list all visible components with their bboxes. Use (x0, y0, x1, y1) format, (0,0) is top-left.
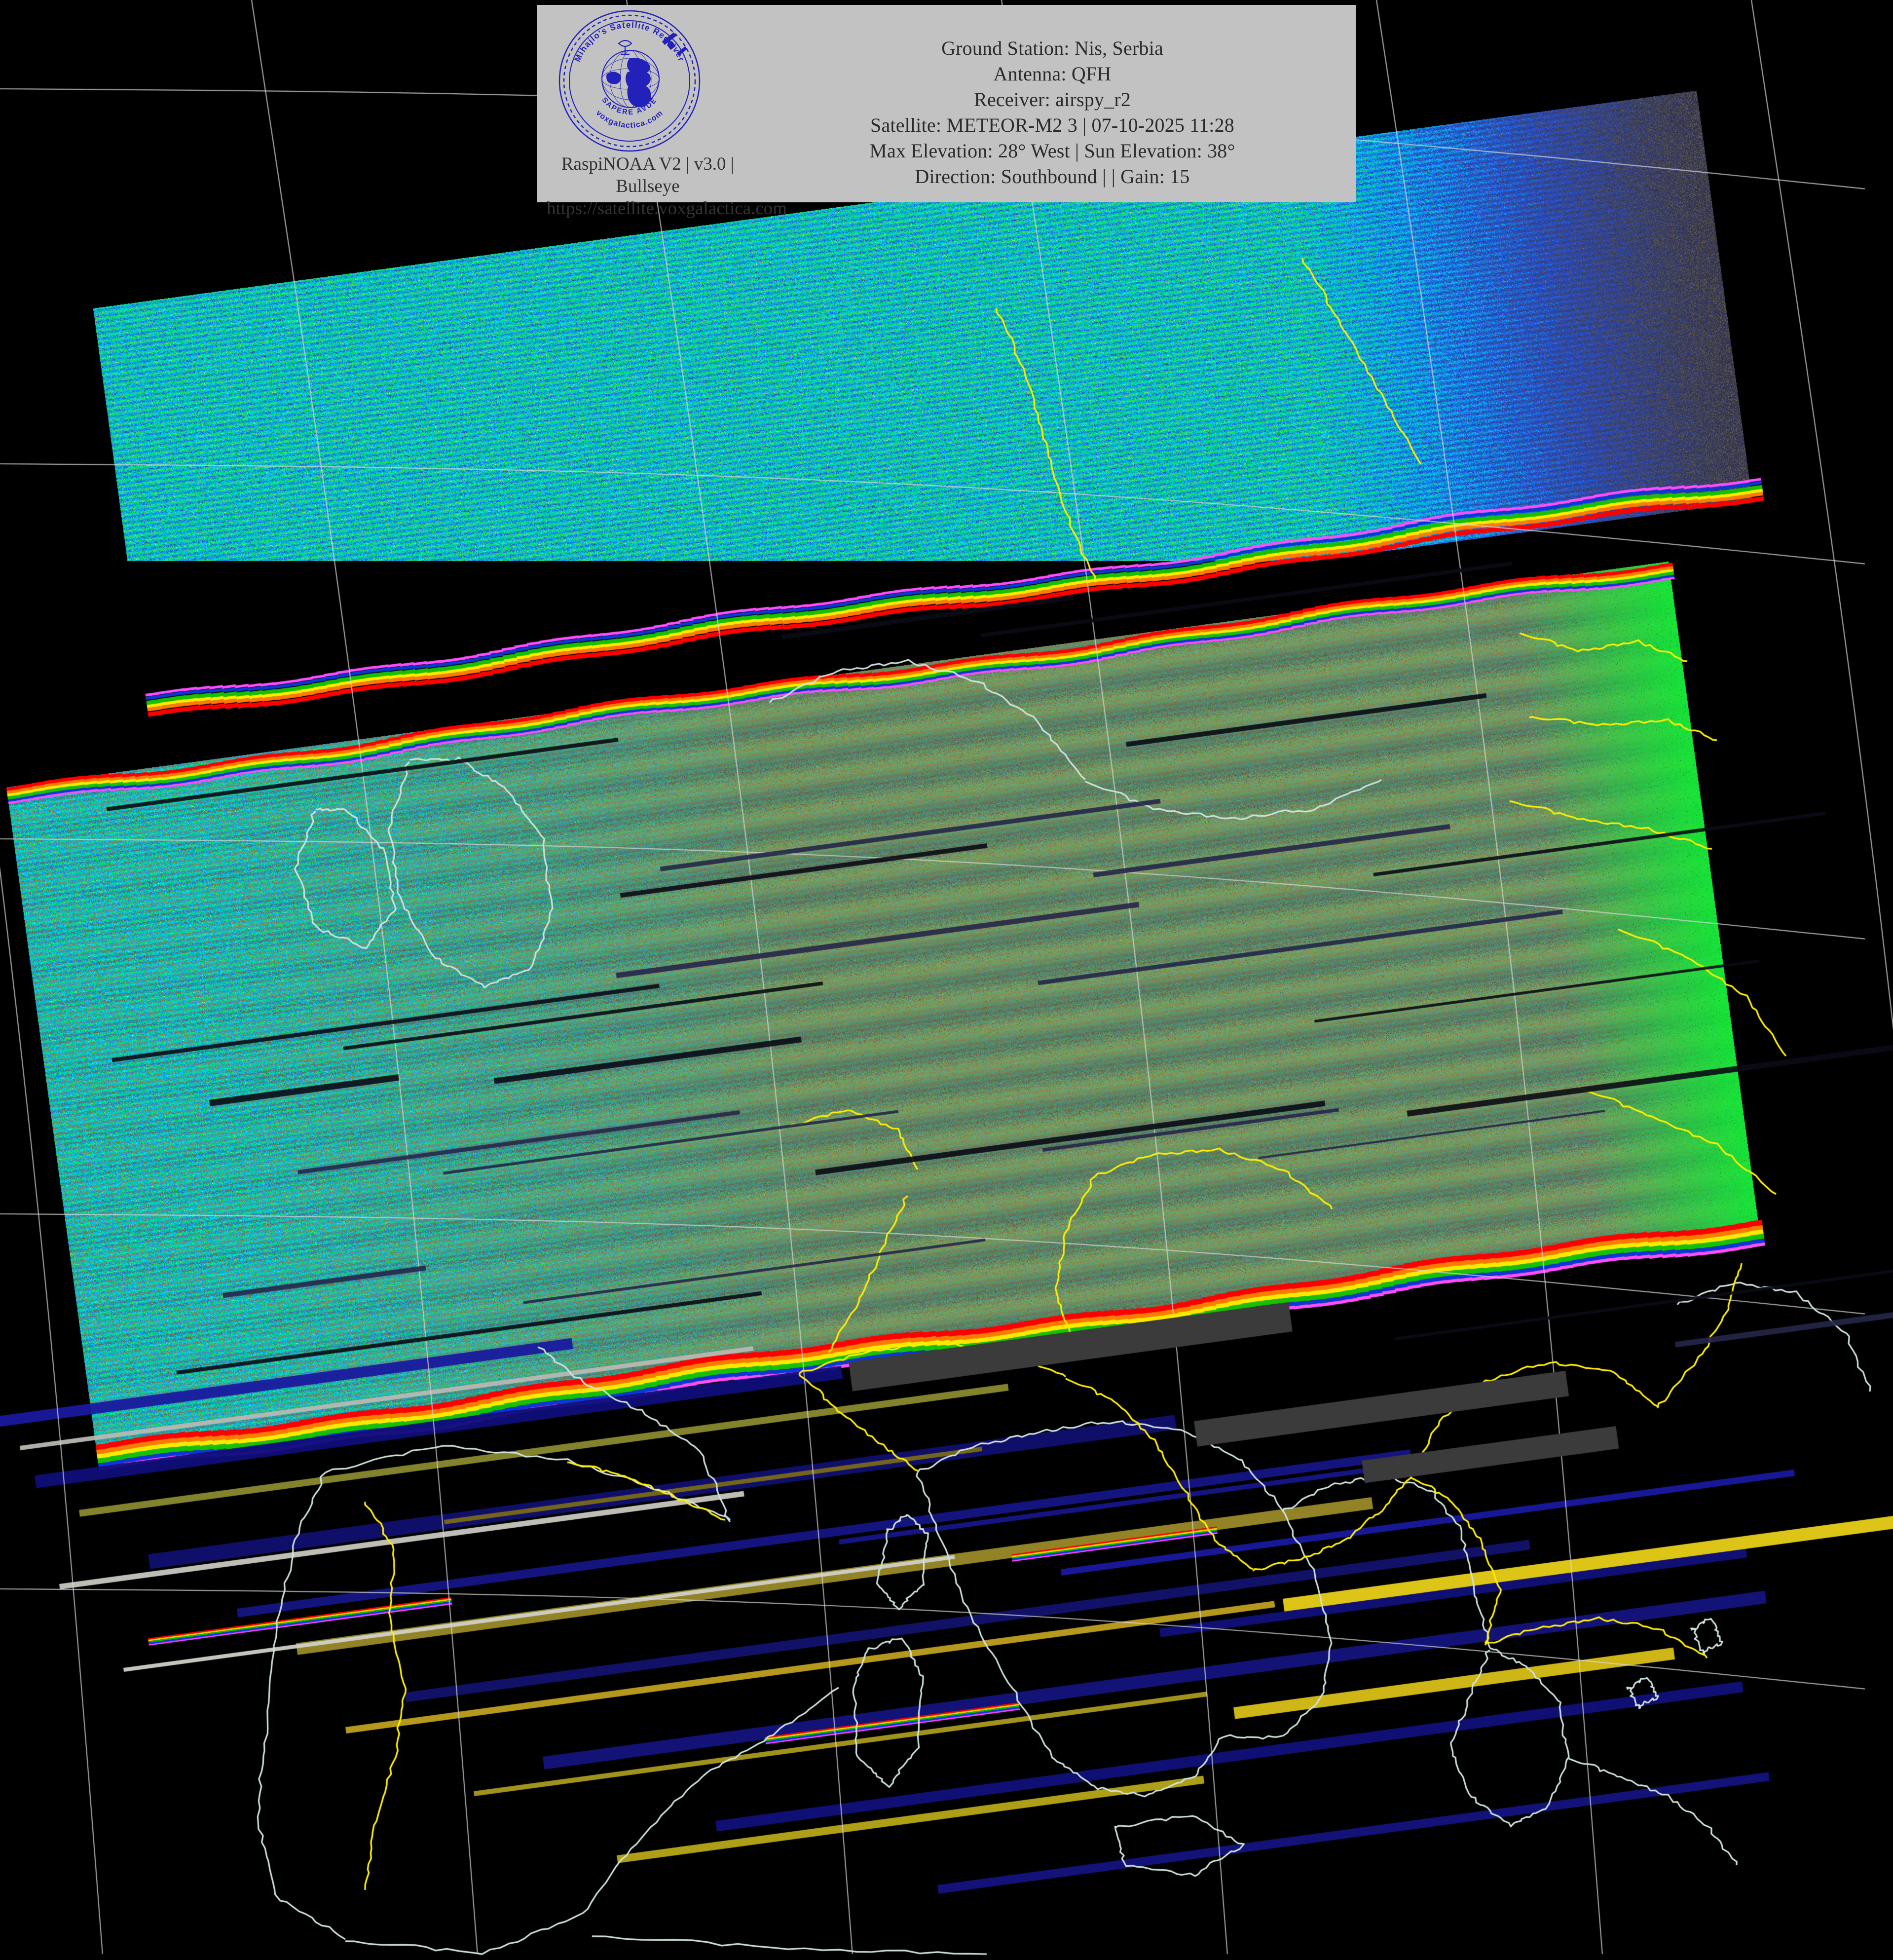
receiver-line: Receiver: airspy_r2 (749, 87, 1356, 113)
satellite-line: Satellite: METEOR-M2 3 | 07-10-2025 11:2… (749, 113, 1356, 138)
software-brand: RaspiNOAA V2 | v3.0 | Bullseye https://s… (547, 153, 749, 220)
direction-gain-line: Direction: Southbound | | Gain: 15 (749, 164, 1356, 189)
station-url-line[interactable]: https://satellite.voxgalactica.com (547, 197, 749, 220)
station-branding: Mihajlo's Satellite Receiver SAPERE AVDE… (537, 5, 749, 202)
satellite-imagery-canvas (0, 0, 1893, 1960)
software-version-line: RaspiNOAA V2 | v3.0 | Bullseye (547, 153, 749, 197)
satellite-globe-stamp-icon: Mihajlo's Satellite Receiver SAPERE AVDE… (556, 7, 704, 155)
ground-station-line: Ground Station: Nis, Serbia (749, 36, 1356, 61)
pass-info-panel: Mihajlo's Satellite Receiver SAPERE AVDE… (537, 5, 1356, 202)
satellite-pass-image: Mihajlo's Satellite Receiver SAPERE AVDE… (0, 0, 1893, 1960)
elevation-line: Max Elevation: 28° West | Sun Elevation:… (749, 138, 1356, 164)
pass-metadata: Ground Station: Nis, Serbia Antenna: QFH… (749, 5, 1356, 189)
antenna-line: Antenna: QFH (749, 61, 1356, 87)
